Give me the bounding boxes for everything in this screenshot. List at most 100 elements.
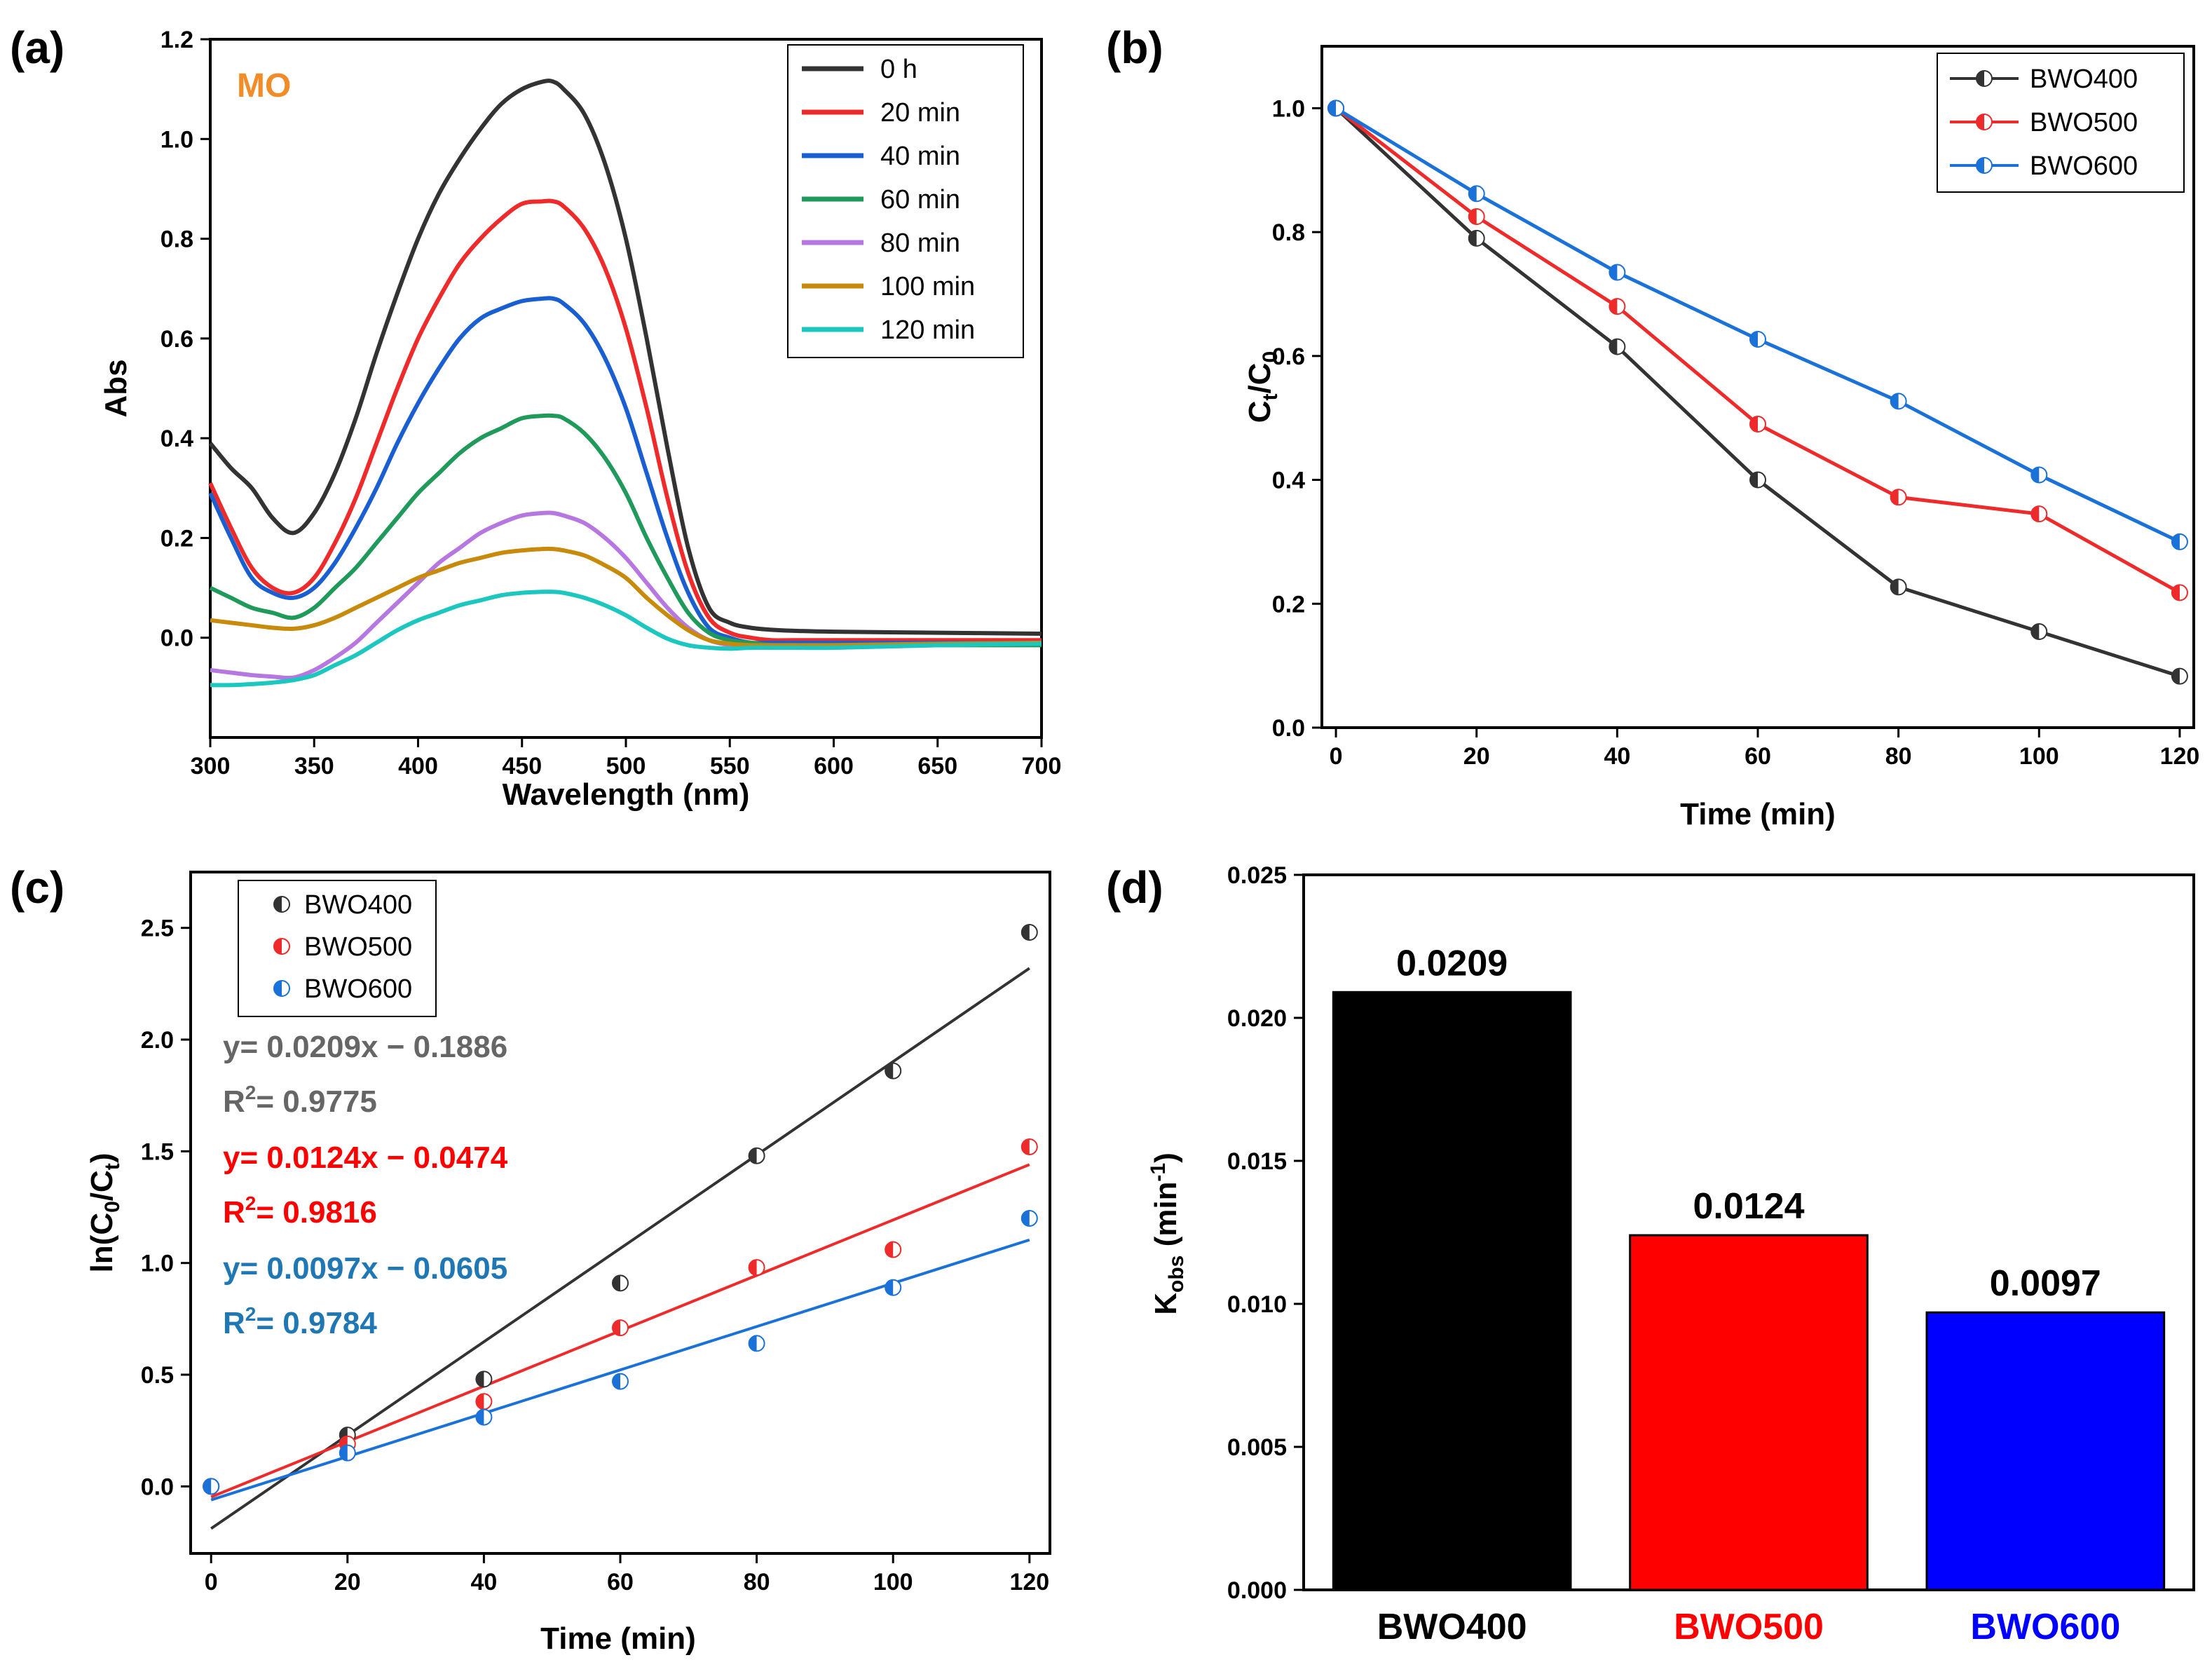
panel-c-point-0-4-fill [749,1148,757,1164]
panel-d-ylabel-sup: -1 [1147,1163,1170,1182]
panel-b-point-0-1-fill [1468,230,1477,246]
panel-b-point-1-5 [2030,505,2048,523]
panel-c-point-2-6 [1020,1209,1038,1227]
panel-b-point-0-6-fill [2171,668,2180,684]
panel-d-bars: 0.0209 BWO400 0.0124 BWO500 0.0097 BWO600 [1332,943,2166,1647]
panel-c-legend-marker-1-fill [274,939,282,954]
panel-c-point-1-4 [748,1259,765,1277]
panel-d-bar-value-1: 0.0124 [1693,1186,1804,1227]
panel-c-xtick-label-5: 100 [873,1569,913,1595]
panel-b-xtick-label-1: 20 [1463,743,1490,770]
panel-b-ytick-label-3: 0.6 [1272,343,1305,370]
panel-b-legend-marker-0-fill [1977,71,1984,86]
panel-d-ylabel-unit-post: ) [1149,1152,1183,1163]
panel-c-legend-marker-1 [273,938,290,955]
panel-b-series-line-0 [1334,107,2180,679]
panel-c-legend-label-1: BWO500 [304,932,412,962]
panel-a-ytick-label-5: 1.0 [161,126,193,153]
panel-c-point-0-5 [885,1062,902,1080]
panel-c-point-1-2-fill [476,1394,484,1410]
panel-a-annotation-mo: MO [237,67,291,104]
panel-b-point-0-3-fill [1750,472,1758,488]
panel-c-point-2-2 [475,1408,493,1426]
panel-a-legend-label-5: 100 min [880,272,975,301]
panel-a-series-line-5 [210,546,1042,648]
panel-c-point-1-3-fill [613,1320,620,1336]
panel-a-xtick-label-6: 600 [814,753,854,780]
panel-a-legend-label-3: 60 min [880,185,960,215]
panel-c-point-1-2 [475,1393,493,1410]
panel-d-rate-constant-chart: (d) 0.000 0.005 0.010 0.015 0.020 0.025 0.020… [1106,862,2195,1647]
panel-c-xtick-label-2: 40 [470,1569,497,1595]
panel-b-label: (b) [1106,22,1163,73]
panel-a-series-line-4 [210,510,1042,681]
panel-c-point-2-3-fill [613,1373,620,1389]
panel-b-point-2-0 [1327,100,1345,117]
panel-a-series-lines [208,79,1042,688]
panel-a-xlabel: Wavelength (nm) [503,777,750,812]
panel-b-ylabel-sub2: 0 [1259,351,1282,363]
panel-a-xtick-label-8: 700 [1022,753,1062,780]
panel-b-point-2-4-fill [1890,393,1899,409]
panel-d-ytick-label-5: 0.025 [1227,862,1287,889]
panel-b-point-2-3 [1749,330,1766,348]
panel-b-ytick-label-5: 1.0 [1272,95,1305,122]
panel-c-ytick-label-1: 0.5 [141,1362,174,1389]
panel-a-uv-vis-chart: (a) 300 350 400 450 500 550 600 650 700 0.0 0.2 0.4… [10,22,1061,812]
panel-c-ytick-label-2: 1.0 [141,1251,174,1277]
panel-c-legend-box [238,880,437,1017]
panel-c-point-0-2-fill [476,1371,484,1387]
panel-c-point-2-0-fill [203,1478,212,1495]
panel-c-legend-marker-2-fill [274,981,282,996]
panel-b-legend-marker-0 [1976,70,1993,87]
panel-c-ytick-label-3: 1.5 [141,1138,174,1165]
panel-d-bar-value-2: 0.0097 [1990,1263,2101,1304]
panel-c-point-0-5-fill [885,1063,894,1079]
panel-b-point-1-5-fill [2031,506,2040,522]
panel-c-point-2-3 [612,1373,629,1390]
panel-b-point-0-5 [2030,623,2048,641]
panel-c-equation-2: y= 0.0097x − 0.0605 [223,1251,507,1286]
panel-a-ytick-label-2: 0.4 [161,426,193,452]
panel-c-point-0-4 [748,1147,765,1164]
panel-c-point-0-6 [1020,924,1038,941]
panel-a-xtick-label-2: 400 [398,753,438,780]
panel-a-xtick-label-0: 300 [191,753,231,780]
panel-a-xtick-label-5: 550 [710,753,750,780]
panel-c-point-0-2 [475,1370,493,1388]
panel-c-equation-1: y= 0.0124x − 0.0474 [223,1141,508,1175]
panel-d-ylabel: Kobs (min-1) [1147,1152,1188,1315]
panel-b-point-2-1 [1468,185,1485,203]
panel-d-ylabel-main: K [1149,1293,1183,1315]
panel-b-point-2-2-fill [1609,264,1618,280]
panel-a-legend-label-0: 0 h [880,55,917,84]
panel-a-xtick-label-1: 350 [294,753,334,780]
panel-c-point-2-1-fill [339,1445,348,1461]
panel-d-ytick-label-0: 0.000 [1227,1577,1287,1604]
panel-b-point-1-1-fill [1468,209,1477,224]
panel-a-ytick-label-0: 0.0 [161,625,193,652]
panel-b-point-1-6-fill [2171,585,2180,601]
panel-a-series-line-3 [209,413,1042,648]
panel-c-label: (c) [10,862,64,913]
panel-b-point-2-1-fill [1468,186,1477,202]
panel-b-point-1-4 [1890,489,1907,506]
panel-d-category-label-1: BWO500 [1674,1607,1824,1647]
panel-d-ylabel-sub: obs [1165,1256,1188,1293]
panel-b-legend-label-0: BWO400 [2030,64,2138,94]
panel-c-xtick-label-4: 80 [744,1569,770,1595]
panel-b-point-1-3 [1749,416,1766,433]
panel-c-point-2-6-fill [1021,1210,1030,1226]
panel-c-r2-2: R2= 0.9784 [223,1303,377,1340]
panel-a-ytick-label-6: 1.2 [161,27,193,53]
panel-b-point-0-5-fill [2031,624,2040,640]
panel-a-series-line-0 [208,79,1042,637]
panel-d-ytick-label-4: 0.020 [1227,1005,1287,1032]
panel-d-category-label-0: BWO400 [1377,1607,1527,1647]
panel-b-point-0-1 [1468,229,1485,247]
panel-b-ytick-label-1: 0.2 [1272,591,1305,618]
panel-b-xtick-label-0: 0 [1330,743,1343,770]
panel-c-points [203,924,1038,1495]
panel-b-point-1-6 [2171,584,2188,601]
